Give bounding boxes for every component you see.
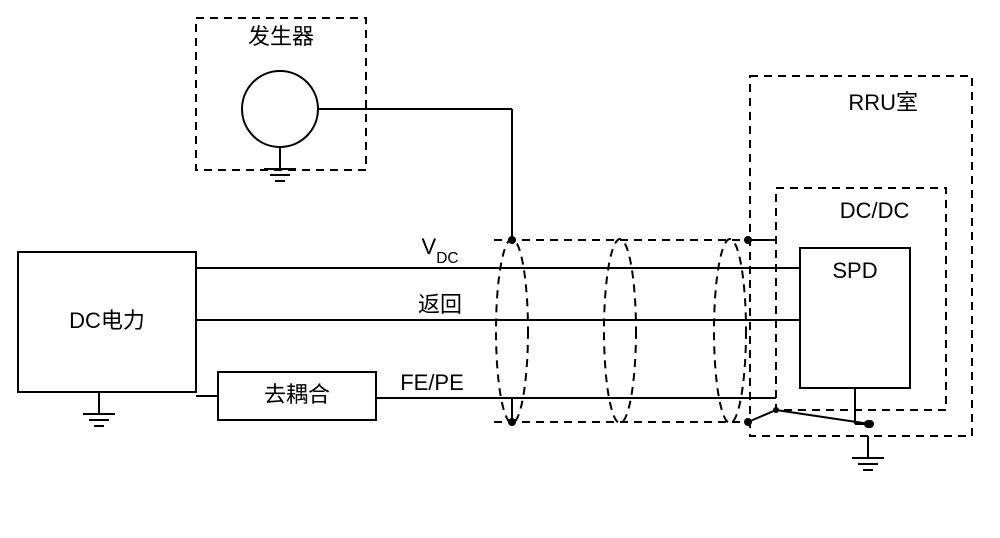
- generator-label: 发生器: [248, 24, 314, 49]
- dcdc-label: DC/DC: [840, 198, 910, 223]
- return-label: 返回: [418, 292, 462, 317]
- shield-ellipse-1: [604, 239, 636, 423]
- rru-label: RRU室: [848, 90, 918, 115]
- rru-box: [750, 76, 972, 436]
- shield-ellipse-0: [496, 239, 528, 423]
- dc-power-label: DC电力: [69, 308, 145, 333]
- generator-circle: [242, 71, 318, 147]
- decouple-label: 去耦合: [264, 382, 330, 407]
- shield-ellipse-2: [714, 239, 746, 423]
- spd-label: SPD: [832, 258, 877, 283]
- fepe-label: FE/PE: [400, 370, 464, 395]
- vdc-label: VDC: [422, 234, 459, 267]
